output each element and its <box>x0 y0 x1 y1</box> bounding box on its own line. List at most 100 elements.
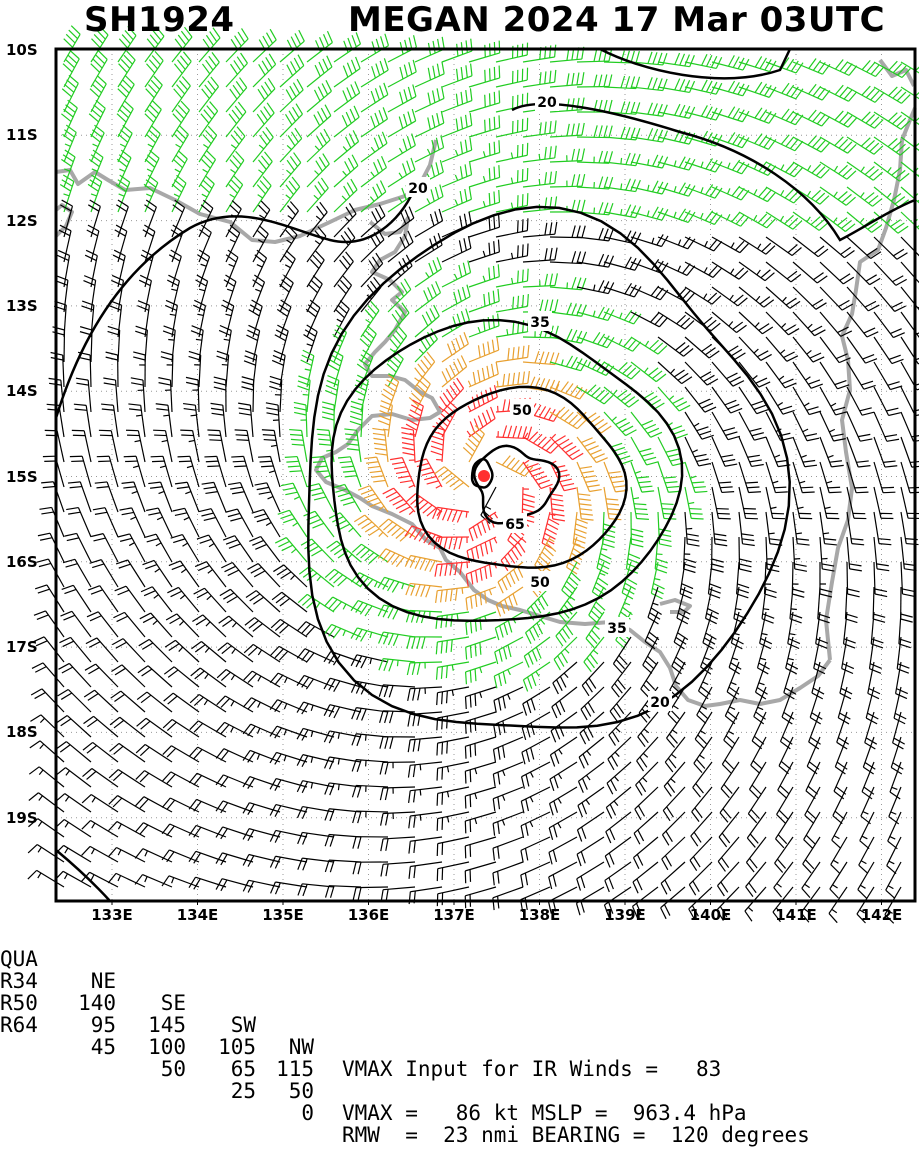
wind-barb <box>793 84 830 100</box>
wind-barb <box>31 689 64 712</box>
wind-barb <box>352 544 388 563</box>
wind-barb <box>766 135 803 151</box>
wind-barb <box>874 412 899 441</box>
wind-barb <box>712 512 727 546</box>
wind-barb <box>118 76 134 112</box>
contour-label: 65 <box>505 517 524 533</box>
wind-barb <box>72 430 91 462</box>
wind-barb <box>695 712 712 748</box>
wind-barb <box>191 641 226 662</box>
wind-barb <box>721 762 739 798</box>
wind-barb <box>469 90 500 112</box>
wind-barb <box>249 537 280 562</box>
lat-label: 13S <box>6 297 38 315</box>
wind-barb <box>777 787 793 823</box>
wind-barb <box>469 115 500 137</box>
wind-barb <box>685 54 722 68</box>
wind-barb <box>793 462 815 493</box>
wind-barb <box>189 351 201 387</box>
lon-label: 137E <box>424 906 484 924</box>
wind-barb <box>685 158 722 172</box>
wind-barb <box>297 781 334 793</box>
wind-barb <box>658 387 690 411</box>
wind-barb <box>493 812 523 836</box>
wind-barb <box>74 404 91 437</box>
wind-barb <box>685 80 722 94</box>
wind-barb <box>361 156 386 187</box>
wind-barb <box>468 385 497 412</box>
wind-barb <box>34 611 64 637</box>
wind-barb <box>739 362 770 387</box>
contour-label: 20 <box>537 95 557 111</box>
wind-barb <box>28 870 64 887</box>
wind-barb <box>354 375 368 412</box>
wind-barb <box>178 456 199 487</box>
wind-barb <box>604 153 640 166</box>
wind-barb <box>220 589 253 612</box>
lon-label: 142E <box>852 906 912 924</box>
wind-barb <box>465 687 496 709</box>
wind-barb <box>325 376 339 412</box>
wind-barb <box>847 237 881 259</box>
wind-barb <box>278 510 307 537</box>
wind-barb <box>193 300 205 337</box>
wind-barb <box>874 562 887 597</box>
r64-label: R64 <box>0 1014 38 1036</box>
lon-label: 140E <box>681 906 741 924</box>
wind-barb <box>85 664 118 687</box>
wind-barb <box>793 437 817 467</box>
wind-barb <box>604 76 640 89</box>
wind-barb <box>388 134 415 162</box>
wind-barb <box>388 109 416 137</box>
wind-barb <box>285 457 307 487</box>
wind-barb <box>820 262 854 284</box>
wind-barb <box>469 41 500 62</box>
wind-barb <box>329 513 361 537</box>
wind-barb <box>223 536 253 562</box>
wind-barb <box>549 837 577 864</box>
wind-barb <box>495 637 523 664</box>
wind-barb <box>226 151 244 187</box>
wind-barb <box>831 837 847 873</box>
wind-barb <box>415 111 444 137</box>
wind-barb <box>388 84 416 112</box>
wind-barb <box>126 430 145 462</box>
wind-barb <box>266 403 280 437</box>
r64-row: R64 45 50 25 0 RMW = 23 nmi BEARING = 12… <box>0 992 51 1168</box>
wind-barb <box>253 275 265 312</box>
wind-barb <box>793 537 807 571</box>
wind-barb <box>776 812 793 848</box>
wind-barb <box>712 186 749 200</box>
wind-barb <box>658 104 695 118</box>
wind-barb <box>84 690 118 712</box>
wind-barb <box>684 537 696 573</box>
wind-barb <box>307 80 331 112</box>
wind-barb <box>167 587 199 612</box>
wind-barb <box>829 887 847 923</box>
wind-barb <box>604 205 641 218</box>
coastline-segment <box>880 60 914 86</box>
wind-barb <box>685 211 722 225</box>
wind-barb <box>64 26 80 62</box>
wind-barb <box>442 187 471 212</box>
wind-barb <box>39 507 64 537</box>
wind-barb <box>493 787 523 811</box>
wind-barb <box>243 829 280 841</box>
wind-barb <box>270 856 307 868</box>
wind-barb <box>466 587 496 610</box>
wind-barb <box>437 837 469 856</box>
wind-barb <box>228 483 253 512</box>
wind-barb <box>118 51 135 87</box>
wind-barb <box>766 412 793 440</box>
wind-barb <box>604 462 628 492</box>
wind-barb <box>269 376 281 412</box>
wind-barb <box>301 539 334 562</box>
wind-barb <box>496 118 528 137</box>
wind-barb <box>847 437 870 467</box>
wind-barb <box>162 824 199 837</box>
wind-barb <box>275 325 288 362</box>
wind-barb <box>605 862 631 892</box>
wind-barb <box>493 762 523 786</box>
wind-barb <box>146 508 172 537</box>
wind-barb <box>496 43 528 62</box>
